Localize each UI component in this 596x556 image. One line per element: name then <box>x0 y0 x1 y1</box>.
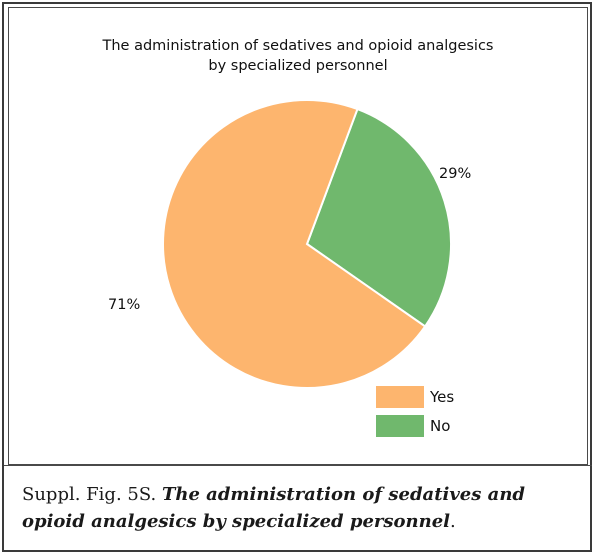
legend-item-yes: Yes <box>376 386 454 408</box>
pie-slice-yes <box>162 99 427 389</box>
legend-label-no: No <box>430 417 451 435</box>
data-label-no: 29% <box>439 166 472 182</box>
caption-period: . <box>450 511 456 532</box>
legend-swatch-no <box>376 415 424 437</box>
figure-caption: Suppl. Fig. 5S. The administration of se… <box>22 481 582 535</box>
chart-title-line-1: The administration of sedatives and opio… <box>102 38 494 54</box>
pie-slice-no <box>305 107 452 328</box>
caption-title: The administration of sedatives and opio… <box>22 484 525 532</box>
caption-label: Suppl. Fig. 5S. <box>22 484 157 505</box>
chart-title-line-2: by specialized personnel <box>208 58 388 74</box>
legend-item-no: No <box>376 415 450 437</box>
legend-label-yes: Yes <box>430 388 455 406</box>
legend-swatch-yes <box>376 386 424 408</box>
caption-divider <box>4 465 592 466</box>
data-label-yes: 71% <box>108 297 141 313</box>
